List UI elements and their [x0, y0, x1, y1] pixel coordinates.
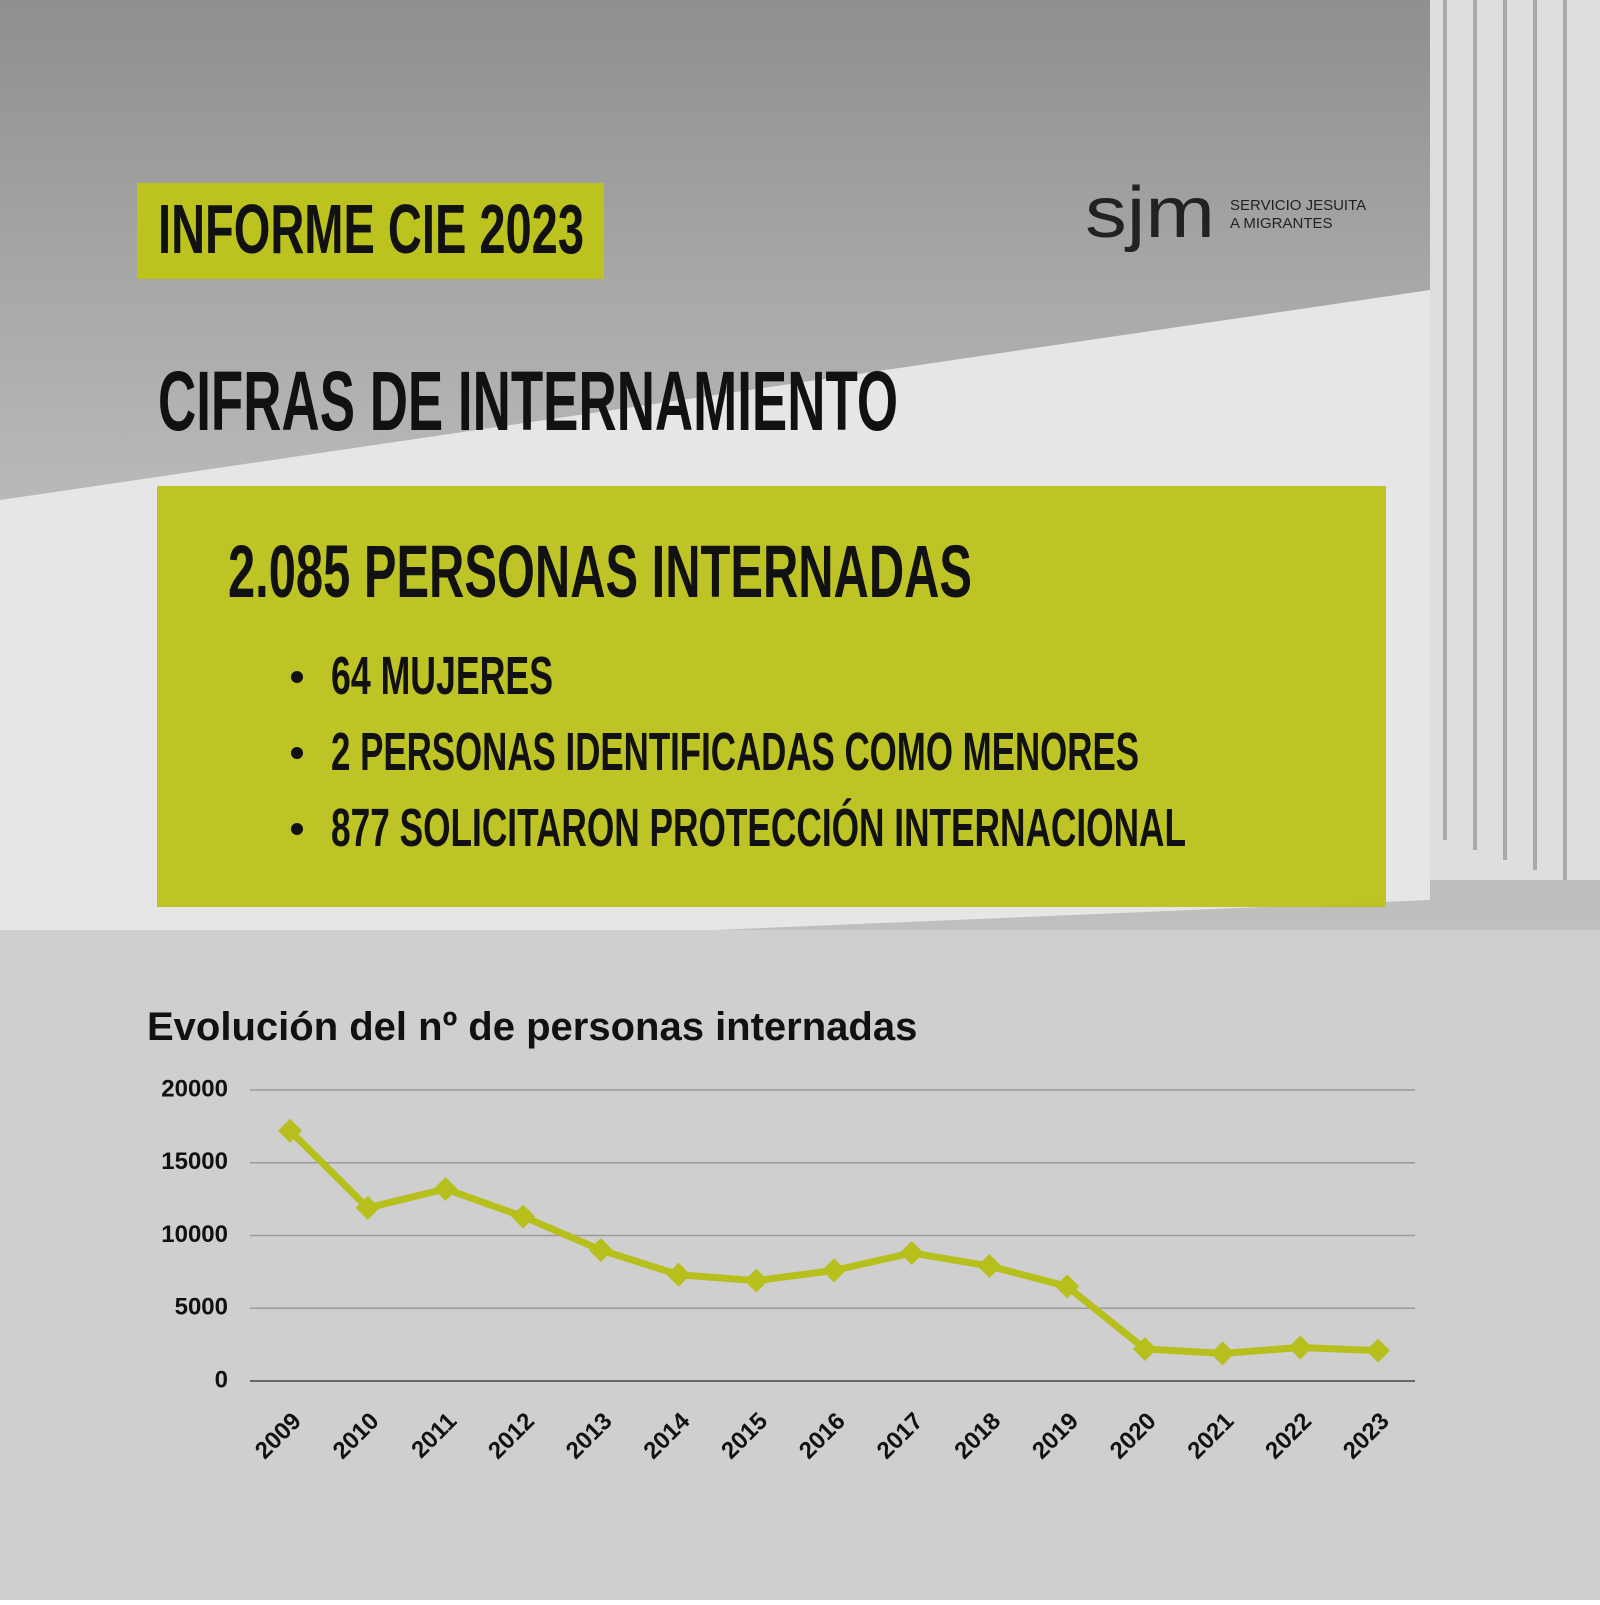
data-point [744, 1268, 769, 1293]
logo: sjm [1085, 173, 1215, 253]
y-tick-label: 10000 [161, 1221, 228, 1248]
bullet-text: 64 MUJERES [331, 646, 553, 706]
report-label-box [137, 183, 604, 279]
bullet-text: 2 PERSONAS IDENTIFICADAS COMO MENORES [331, 722, 1139, 782]
bullet [291, 747, 303, 759]
data-point [666, 1262, 691, 1287]
data-point [355, 1195, 380, 1220]
y-tick-label: 15000 [161, 1148, 228, 1175]
data-point [1055, 1274, 1080, 1299]
y-tick-label: 0 [215, 1366, 228, 1393]
organization-line: SERVICIO JESUITA [1230, 197, 1366, 214]
data-point [977, 1254, 1002, 1279]
data-point [278, 1118, 302, 1143]
data-point [511, 1204, 536, 1229]
report-label: INFORME CIE 2023 [158, 190, 584, 268]
y-tick-label: 20000 [161, 1075, 228, 1102]
concrete-wall [0, 930, 1600, 1600]
organization-line: A MIGRANTES [1230, 215, 1333, 232]
bullet-text: 877 SOLICITARON PROTECCIÓN INTERNACIONAL [331, 798, 1186, 858]
data-point [1210, 1341, 1235, 1366]
bullet [291, 823, 303, 835]
highlight-box [157, 486, 1386, 907]
chart-title: Evolución del nº de personas internadas [147, 1005, 917, 1049]
data-point [1132, 1336, 1157, 1361]
column-stripes [1443, 0, 1567, 880]
y-tick-label: 5000 [175, 1294, 228, 1321]
bullet [291, 671, 303, 683]
data-point [588, 1238, 613, 1263]
data-point [433, 1176, 458, 1201]
section-title: CIFRAS DE INTERNAMIENTO [158, 354, 898, 448]
data-point [899, 1240, 924, 1265]
headline: 2.085 PERSONAS INTERNADAS [228, 530, 972, 613]
data-point [1366, 1338, 1390, 1363]
building-column [1430, 0, 1600, 880]
data-point [1288, 1335, 1313, 1360]
data-point [822, 1258, 846, 1283]
